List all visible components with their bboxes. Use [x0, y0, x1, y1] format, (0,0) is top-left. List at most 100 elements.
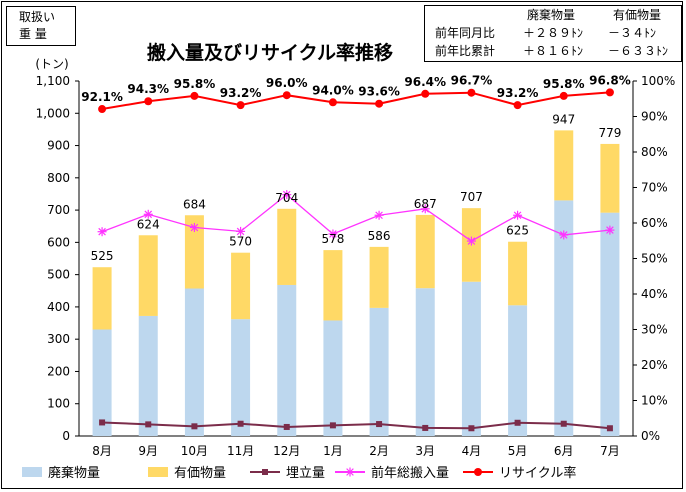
bar-waste — [277, 284, 297, 436]
summary-header-valuable: 有価物量 — [613, 8, 662, 22]
marker-star — [559, 230, 569, 240]
bar-waste — [415, 288, 435, 436]
marker-star — [143, 209, 153, 219]
unit-label-box: 取扱い 重 量 — [6, 6, 76, 46]
marker-square — [145, 421, 152, 428]
marker-square — [468, 425, 475, 432]
x-tick-label: 1月 — [323, 444, 343, 458]
y-tick-label-right: 100% — [641, 74, 675, 88]
marker-square — [560, 420, 567, 427]
bar-total-label: 684 — [183, 197, 206, 211]
y-tick-label-right: 0% — [641, 429, 660, 443]
marker-circle — [328, 98, 337, 107]
bar-total-label: 578 — [321, 232, 344, 246]
y-tick-label-right: 50% — [641, 252, 668, 266]
x-tick-label: 9月 — [138, 444, 158, 458]
rate-data-label: 94.0% — [312, 83, 354, 97]
y-tick-label-left: 100 — [47, 397, 70, 411]
x-tick-label: 5月 — [508, 444, 528, 458]
marker-star — [97, 227, 107, 237]
marker-square — [283, 423, 290, 430]
legend-label: リサイクル率 — [499, 465, 576, 481]
rate-data-label: 94.3% — [127, 82, 169, 96]
summary-row-label: 前年比累計 — [435, 44, 496, 58]
x-tick-label: 6月 — [554, 444, 574, 458]
y-tick-label-left: 700 — [47, 203, 70, 217]
summary-row-waste: ＋８１６ﾄﾝ — [523, 44, 584, 58]
marker-star-stroke — [236, 227, 245, 236]
bar-total-label: 687 — [414, 197, 437, 211]
bar-total-label: 707 — [460, 190, 483, 204]
marker-star-stroke — [375, 211, 383, 220]
series-line — [101, 91, 610, 111]
marker-star-stroke — [329, 230, 337, 238]
legend-item: 有価物量 — [148, 466, 226, 481]
x-tick-label: 10月 — [181, 444, 208, 458]
y-tick-label-left: 500 — [47, 268, 70, 282]
rate-data-label: 96.8% — [589, 73, 631, 87]
bar-waste — [369, 307, 389, 436]
marker-star-stroke — [421, 205, 430, 213]
bar-waste — [92, 329, 112, 436]
bar-total-label: 570 — [229, 235, 252, 249]
series-recycle-rate — [98, 88, 614, 114]
bar-valuable — [369, 246, 389, 308]
bar-total-label: 625 — [506, 224, 529, 238]
bar-total-label: 947 — [552, 112, 575, 126]
rate-data-label: 93.2% — [220, 86, 262, 100]
summary-row-valuable: －３４ﾄﾝ — [608, 26, 657, 40]
bar-waste — [138, 315, 158, 436]
bars — [92, 130, 620, 436]
bar-waste — [600, 212, 620, 436]
y-tick-label-left: 1,100 — [36, 74, 70, 88]
marker-star — [345, 467, 355, 477]
y-tick-label-right: 40% — [641, 287, 668, 301]
marker-square — [262, 469, 268, 475]
bar-waste — [461, 281, 481, 436]
marker-square — [329, 422, 336, 429]
marker-star — [374, 210, 384, 220]
marker-square — [99, 419, 106, 426]
summary-row-label: 前年同月比 — [435, 26, 496, 40]
bar-valuable — [184, 215, 204, 289]
rate-data-label: 93.2% — [497, 86, 539, 100]
marker-star-stroke — [346, 468, 354, 476]
unit-label-line1: 取扱い — [19, 10, 56, 24]
y-tick-label-right: 70% — [641, 181, 668, 195]
marker-circle — [98, 105, 107, 114]
bar-valuable — [415, 214, 435, 289]
marker-circle — [190, 91, 199, 100]
marker-square — [514, 419, 521, 426]
summary-row-monthly: 前年同月比 ＋２８９ﾄﾝ －３４ﾄﾝ — [425, 25, 681, 42]
rate-data-label: 96.0% — [266, 76, 308, 90]
marker-star-stroke — [282, 190, 291, 199]
legend: 廃棄物量 有価物量 埋立量 前年総搬入量 リサイクル率 — [22, 465, 576, 481]
marker-star — [420, 204, 430, 214]
rate-data-label: 96.4% — [404, 75, 446, 89]
marker-star — [328, 229, 338, 239]
legend-label: 埋立量 — [286, 466, 325, 481]
legend-item: 廃棄物量 — [22, 465, 100, 481]
marker-circle — [467, 88, 476, 97]
marker-star-stroke — [559, 231, 568, 239]
marker-circle — [282, 91, 291, 100]
summary-header-waste: 廃棄物量 — [527, 8, 576, 22]
y-tick-label-right: 30% — [641, 323, 668, 337]
y-tick-label-left: 600 — [47, 235, 70, 249]
legend-label: 前年総搬入量 — [371, 465, 449, 481]
marker-square — [606, 425, 613, 432]
unit-label-line2: 重 量 — [19, 27, 47, 41]
legend-swatch — [148, 467, 168, 477]
y-axis-title: (トン) — [35, 57, 68, 71]
y-tick-label-left: 1,000 — [36, 106, 70, 120]
x-tick-label: 3月 — [415, 444, 435, 458]
summary-table: 廃棄物量 有価物量 前年同月比 ＋２８９ﾄﾝ －３４ﾄﾝ 前年比累計 ＋８１６ﾄ… — [424, 5, 682, 62]
legend-item: 埋立量 — [250, 466, 325, 481]
bar-waste — [554, 200, 574, 436]
series-line — [101, 193, 610, 242]
x-tick-label: 7月 — [600, 444, 620, 458]
y-tick-label-left: 400 — [47, 300, 70, 314]
bar-valuable — [277, 208, 297, 285]
bar-waste — [508, 305, 528, 436]
x-tick-label: 12月 — [273, 444, 300, 458]
